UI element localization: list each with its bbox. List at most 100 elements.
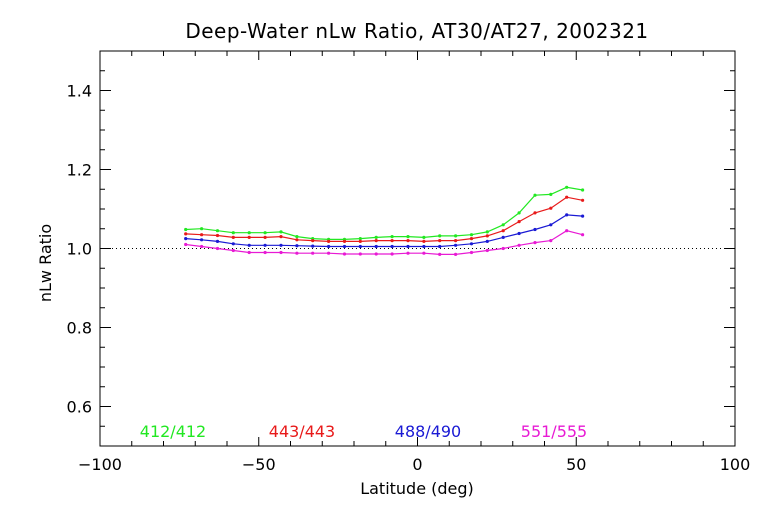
series-line-551-555 — [185, 230, 583, 255]
data-point-551-555 — [295, 251, 299, 255]
data-point-551-555 — [517, 243, 521, 247]
series-line-443-443 — [185, 196, 583, 243]
data-point-412-412 — [263, 231, 267, 235]
data-point-412-412 — [390, 235, 394, 239]
data-point-551-555 — [358, 252, 362, 256]
data-point-412-412 — [581, 188, 585, 192]
data-point-412-412 — [406, 235, 410, 239]
data-point-488-490 — [231, 242, 235, 246]
series-line-412-412 — [185, 186, 583, 240]
data-point-551-555 — [327, 251, 331, 255]
data-point-412-412 — [549, 192, 553, 196]
chart-title: Deep-Water nLw Ratio, AT30/AT27, 2002321 — [185, 19, 648, 43]
data-point-551-555 — [231, 248, 235, 253]
data-point-488-490 — [358, 244, 362, 249]
data-point-488-490 — [200, 238, 204, 242]
data-point-551-555 — [215, 246, 220, 251]
data-point-488-490 — [469, 242, 474, 246]
y-tick-label: 1.2 — [67, 161, 92, 180]
data-point-412-412 — [422, 235, 426, 239]
data-point-412-412 — [438, 234, 442, 238]
data-point-488-490 — [263, 243, 267, 247]
data-point-412-412 — [454, 234, 458, 238]
data-point-551-555 — [501, 246, 505, 251]
y-axis-label: nLw Ratio — [36, 224, 55, 302]
legend-label: 412/412 — [140, 422, 206, 441]
data-point-443-443 — [279, 235, 283, 239]
x-tick-label: 0 — [412, 455, 422, 474]
data-point-443-443 — [215, 233, 220, 238]
series-line-488-490 — [185, 214, 583, 248]
data-point-551-555 — [438, 252, 442, 256]
data-point-443-443 — [533, 211, 537, 215]
data-point-551-555 — [469, 250, 474, 255]
data-point-443-443 — [247, 235, 251, 239]
data-point-488-490 — [279, 243, 283, 247]
data-point-488-490 — [565, 213, 569, 217]
data-point-488-490 — [454, 243, 458, 247]
legend-label: 488/490 — [395, 422, 461, 441]
x-tick-label: −100 — [78, 455, 122, 474]
data-point-551-555 — [342, 252, 347, 256]
data-point-488-490 — [311, 244, 315, 248]
data-point-443-443 — [200, 233, 204, 237]
data-point-443-443 — [374, 239, 378, 243]
y-tick-label: 1.4 — [67, 82, 92, 101]
data-point-488-490 — [406, 244, 410, 249]
data-point-443-443 — [231, 235, 235, 239]
data-point-412-412 — [565, 185, 569, 189]
data-point-443-443 — [454, 239, 458, 243]
data-point-488-490 — [517, 231, 521, 236]
data-point-488-490 — [247, 243, 251, 247]
data-point-551-555 — [549, 239, 553, 243]
data-point-412-412 — [533, 193, 537, 197]
data-point-551-555 — [311, 251, 315, 255]
data-point-551-555 — [406, 251, 410, 255]
data-point-551-555 — [533, 241, 537, 245]
data-point-488-490 — [374, 244, 378, 249]
data-point-488-490 — [184, 237, 188, 241]
data-point-412-412 — [374, 235, 378, 239]
data-point-443-443 — [517, 220, 521, 224]
y-tick-label: 1.0 — [67, 240, 92, 259]
data-point-443-443 — [342, 239, 347, 243]
data-point-488-490 — [215, 239, 220, 243]
data-point-412-412 — [279, 230, 283, 234]
x-tick-label: 50 — [566, 455, 586, 474]
data-point-443-443 — [549, 206, 553, 210]
data-point-551-555 — [485, 248, 489, 253]
legend-label: 551/555 — [521, 422, 587, 441]
data-point-488-490 — [422, 244, 426, 249]
data-point-412-412 — [200, 227, 204, 231]
data-point-488-490 — [549, 223, 553, 227]
data-point-443-443 — [184, 232, 188, 236]
data-point-443-443 — [263, 235, 267, 239]
data-point-488-490 — [295, 244, 299, 248]
x-tick-label: −50 — [242, 455, 276, 474]
y-tick-label: 0.6 — [67, 398, 92, 417]
data-point-443-443 — [565, 195, 569, 199]
data-point-488-490 — [501, 235, 505, 239]
data-point-551-555 — [390, 252, 394, 256]
data-point-412-412 — [469, 233, 474, 237]
data-point-412-412 — [184, 227, 188, 232]
data-point-443-443 — [406, 239, 410, 243]
x-axis-label: Latitude (deg) — [360, 479, 474, 498]
data-point-488-490 — [581, 214, 585, 218]
data-point-551-555 — [565, 229, 569, 233]
data-point-443-443 — [501, 229, 505, 233]
data-point-443-443 — [469, 237, 474, 241]
axis-tick-labels: −100 −50 0 50 100 0.6 0.8 1.0 1.2 1.4 — [67, 82, 751, 475]
data-point-443-443 — [422, 239, 426, 243]
legend-label: 443/443 — [269, 422, 335, 441]
data-point-488-490 — [438, 244, 442, 249]
data-point-443-443 — [438, 239, 442, 243]
data-point-488-490 — [485, 239, 489, 243]
data-point-551-555 — [422, 251, 426, 255]
data-point-443-443 — [295, 238, 299, 242]
plot-frame — [99, 50, 736, 447]
data-point-551-555 — [247, 250, 251, 255]
data-point-443-443 — [327, 239, 331, 243]
